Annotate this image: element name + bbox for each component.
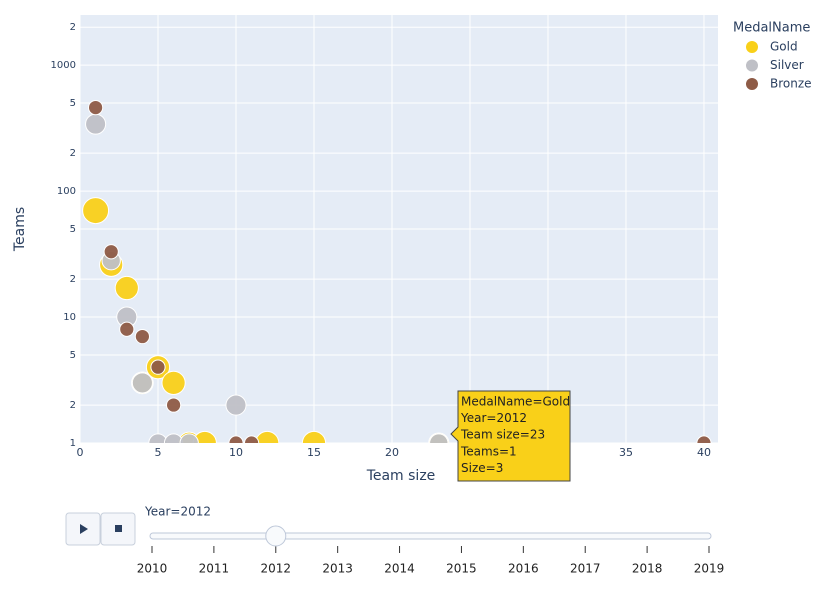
y-tick-label: 100	[57, 186, 76, 197]
point	[103, 244, 119, 260]
points	[82, 99, 712, 443]
slider-step-label: 2016	[508, 562, 539, 576]
slider-step-label: 2011	[199, 562, 230, 576]
slider-step-label: 2017	[570, 562, 601, 576]
x-tick-label: 15	[307, 446, 321, 459]
y-tick-label: 5	[70, 98, 76, 109]
x-tick-label: 20	[385, 446, 399, 459]
y-tick-label: 1000	[51, 60, 76, 71]
slider-track[interactable]	[149, 532, 712, 540]
slider-step-label: 2012	[261, 562, 292, 576]
y-tick-label: 2	[70, 22, 76, 33]
slider-step-label: 2019	[694, 562, 725, 576]
y-tick-label: 5	[70, 224, 76, 235]
stop-button[interactable]	[100, 512, 136, 546]
point	[161, 370, 186, 396]
point	[243, 435, 260, 443]
point	[429, 433, 449, 443]
point	[163, 433, 184, 443]
tooltip: MedalName=Gold Year=2012 Team size=23 Teams…	[450, 390, 571, 482]
legend-marker	[746, 41, 758, 53]
point	[85, 113, 107, 135]
y-tick-label: 2	[70, 148, 76, 159]
x-tick-label: 10	[229, 446, 243, 459]
legend-marker	[746, 78, 758, 90]
y-tick-label: 2	[70, 274, 76, 285]
x-tick-label: 5	[154, 446, 161, 459]
slider-current-label: Year=2012	[144, 505, 211, 519]
point	[696, 435, 712, 443]
play-button[interactable]	[65, 512, 101, 546]
play-icon[interactable]	[80, 524, 88, 534]
legend-label: Gold	[770, 40, 798, 54]
point	[228, 435, 244, 443]
point	[148, 433, 168, 443]
legend-label: Silver	[770, 58, 804, 72]
tooltip-line: Team size=23	[460, 428, 545, 442]
y-tick-label: 1	[70, 438, 76, 449]
x-tick-label: 40	[697, 446, 711, 459]
x-tick-label: 35	[619, 446, 633, 459]
point	[179, 433, 199, 443]
tooltip-line: Teams=1	[460, 444, 517, 458]
point	[225, 394, 247, 416]
y-tick-label: 10	[63, 312, 76, 323]
y-tick-label: 5	[70, 350, 76, 361]
point	[134, 328, 150, 345]
slider-step-label: 2018	[632, 562, 663, 576]
y-tick-label: 2	[70, 400, 76, 411]
stop-icon[interactable]	[115, 525, 122, 532]
tooltip-line: Size=3	[461, 461, 503, 475]
legend-label: Bronze	[770, 77, 812, 91]
point	[131, 372, 153, 394]
slider-step-label: 2010	[137, 562, 168, 576]
legend-marker	[746, 59, 758, 72]
point	[301, 430, 327, 443]
point	[114, 275, 139, 301]
legend: Gold Silver Bronze	[746, 40, 812, 91]
point	[119, 321, 135, 337]
slider-step-label: 2013	[322, 562, 353, 576]
point	[165, 397, 182, 413]
tooltip-box	[450, 390, 571, 482]
x-tick-label: 0	[77, 446, 84, 459]
y-axis-title: Teams	[12, 207, 28, 252]
slider: 2010 2011 2012 2013 2014 2015 2016 2017 2018 2019	[137, 525, 725, 576]
point	[150, 359, 166, 375]
slider-step-label: 2015	[446, 562, 477, 576]
point	[82, 197, 110, 225]
legend-title: MedalName	[733, 21, 810, 36]
grid	[79, 15, 718, 444]
slider-step-label: 2014	[384, 562, 415, 576]
tooltip-line: MedalName=Gold	[461, 395, 570, 409]
x-axis-title: Team size	[366, 468, 436, 484]
slider-handle[interactable]	[265, 525, 287, 547]
tooltip-line: Year=2012	[460, 411, 527, 425]
point	[87, 99, 104, 116]
